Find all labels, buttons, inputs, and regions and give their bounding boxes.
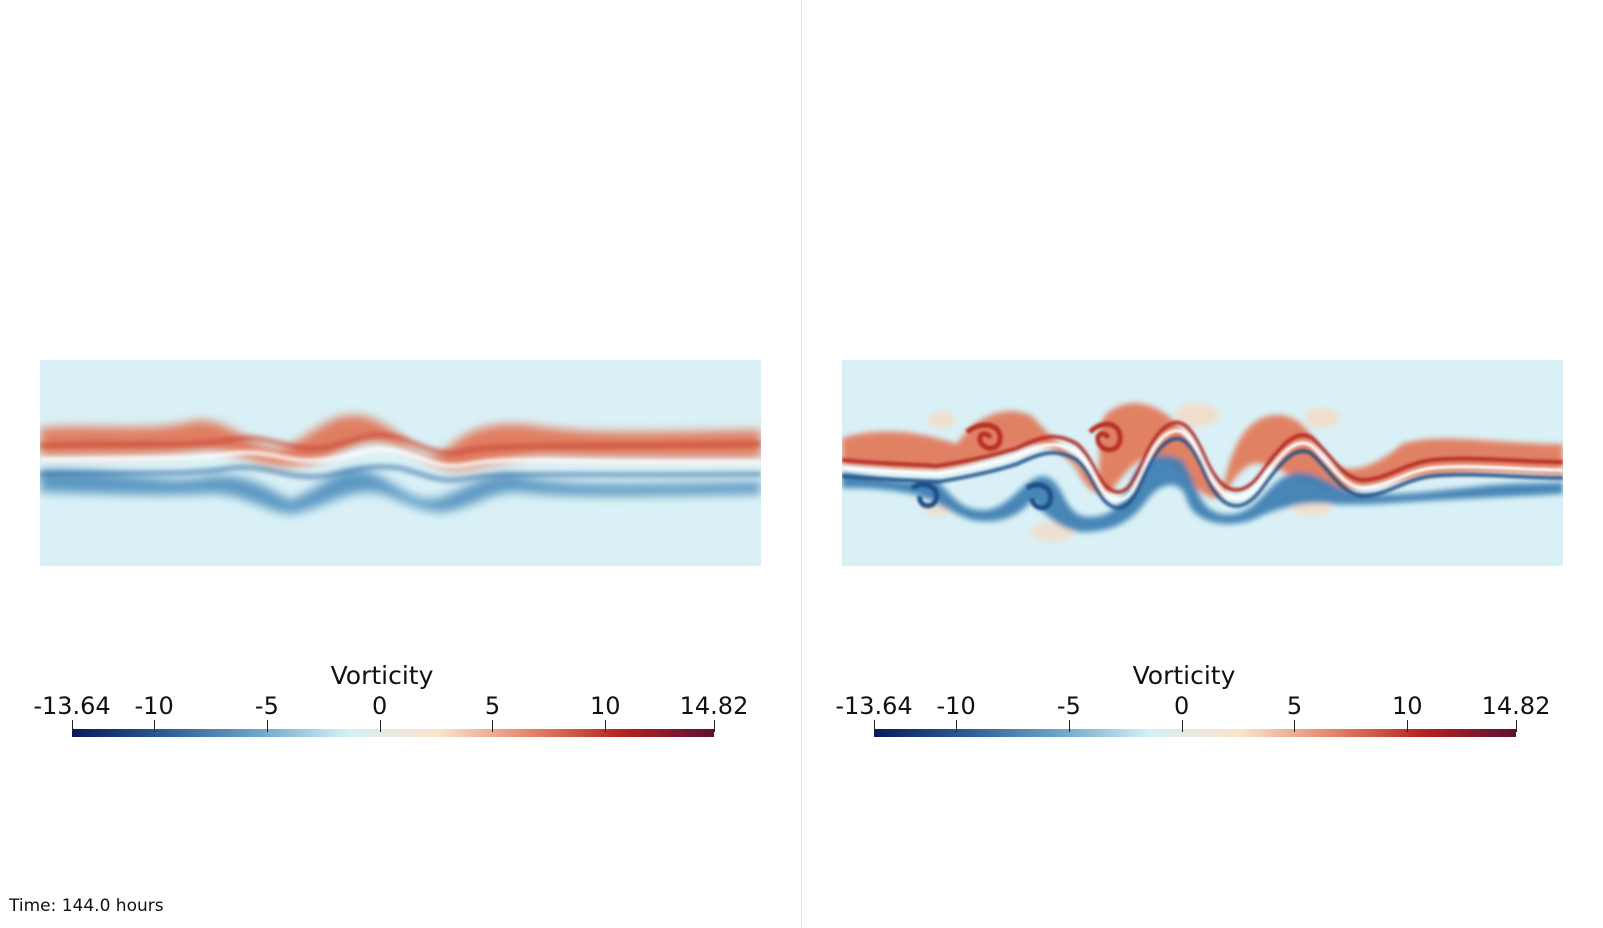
colorbar-tick-labels: -13.64 -10 -5 0 5 10 14.82 [32, 692, 748, 722]
negative-vorticity-band [842, 455, 1563, 532]
colorbar-right: Vorticity -13.64 -10 -5 0 5 10 14.82 [834, 661, 1550, 742]
tick-mark [379, 720, 381, 732]
tick-mark [492, 720, 494, 732]
vortex-roll-1 [965, 422, 1003, 451]
tick-label: -5 [254, 692, 279, 720]
tick-mark [1407, 720, 1409, 732]
colorbar-title: Vorticity [1132, 661, 1236, 690]
tick-label: -13.64 [835, 692, 913, 720]
tick-label: 10 [589, 692, 621, 720]
vorticity-field-right [842, 360, 1563, 566]
tick-label: 5 [484, 692, 501, 720]
shear-interface [40, 447, 761, 468]
positive-vorticity-band [40, 415, 761, 470]
colorbar-tick-labels: -13.64 -10 -5 0 5 10 14.82 [834, 692, 1550, 722]
tick-mark [1294, 720, 1296, 732]
view-divider [801, 0, 802, 928]
tick-mark [714, 720, 715, 732]
tick-mark [154, 720, 156, 732]
vortex-roll-4 [910, 482, 940, 509]
tick-label: 10 [1391, 692, 1423, 720]
tick-mark [266, 720, 268, 732]
shear-interface [842, 428, 1563, 502]
vortex-roll-3 [1025, 482, 1054, 511]
tick-label: -5 [1056, 692, 1081, 720]
tick-mark [874, 720, 875, 732]
tick-label: 0 [1174, 692, 1190, 720]
tick-mark [1181, 720, 1183, 732]
tick-label: 5 [1286, 692, 1303, 720]
tick-label: 14.82 [679, 692, 749, 720]
tick-mark [1068, 720, 1070, 732]
tick-mark [72, 720, 73, 732]
colorbar-gradient [72, 729, 714, 737]
tick-label: -13.64 [33, 692, 111, 720]
negative-vorticity-band [40, 469, 761, 514]
vortex-roll-2 [1088, 421, 1123, 453]
tick-mark [956, 720, 958, 732]
vorticity-field-left [40, 360, 761, 566]
colorbar-gradient [874, 729, 1516, 737]
colorbar-title: Vorticity [330, 661, 434, 690]
colorbar-left: Vorticity -13.64 -10 -5 0 5 10 14.82 [32, 661, 748, 742]
time-label: Time: 144.0 hours [9, 896, 164, 916]
tick-label: -10 [134, 692, 174, 720]
tick-label: -10 [936, 692, 976, 720]
tick-mark [605, 720, 607, 732]
tick-label: 14.82 [1481, 692, 1551, 720]
tick-label: 0 [372, 692, 388, 720]
tick-mark [1516, 720, 1517, 732]
